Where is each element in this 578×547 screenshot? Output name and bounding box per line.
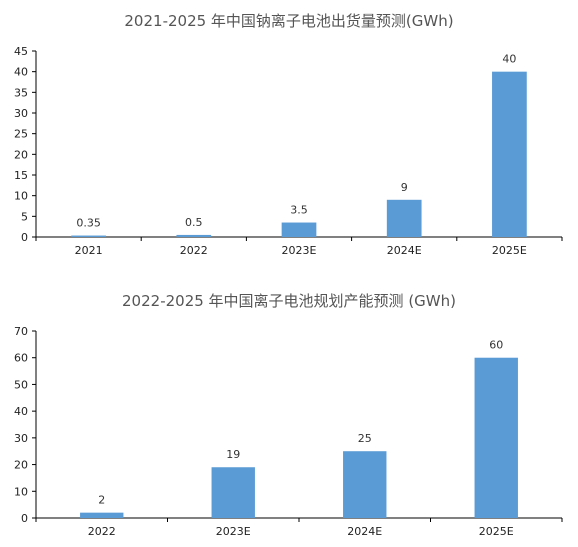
data-label: 3.5 <box>290 204 308 217</box>
x-tick-label: 2021 <box>75 244 103 257</box>
y-tick-label: 15 <box>14 169 28 182</box>
data-label: 2 <box>98 494 105 507</box>
y-tick-label: 25 <box>14 128 28 141</box>
bar <box>176 234 212 237</box>
y-tick-label: 30 <box>14 107 28 120</box>
data-label: 9 <box>401 181 408 194</box>
x-tick-label: 2025E <box>479 525 514 538</box>
data-label: 0.35 <box>76 217 101 230</box>
data-label: 19 <box>226 448 240 461</box>
chart-title: 2021-2025 年中国钠离子电池出货量预测(GWh) <box>124 12 454 30</box>
y-tick-label: 40 <box>14 405 28 418</box>
data-label: 60 <box>489 339 503 352</box>
bar <box>71 235 106 237</box>
x-tick-label: 2025E <box>492 244 527 257</box>
y-tick-label: 10 <box>14 190 28 203</box>
capacity-forecast-chart: 2022-2025 年中国离子电池规划产能预测 (GWh) 0 10 20 30 40 5… <box>0 280 578 547</box>
bar <box>211 467 255 518</box>
bar-chart-svg: 0 5 10 15 20 25 30 35 40 45 0.35 2021 0.5 2022 3.5 2023… <box>14 45 563 257</box>
y-tick-label: 35 <box>14 86 28 99</box>
y-tick-label: 0 <box>21 231 28 244</box>
x-tick-label: 2023E <box>282 244 317 257</box>
y-tick-label: 40 <box>14 66 28 79</box>
bar <box>474 357 518 518</box>
bar <box>281 222 317 237</box>
bar <box>492 71 527 238</box>
y-tick-label: 10 <box>14 485 28 498</box>
y-tick-label: 5 <box>21 210 28 223</box>
sodium-shipment-chart: 2021-2025 年中国钠离子电池出货量预测(GWh) 0 5 10 15 20 25 3… <box>0 0 578 270</box>
data-label: 40 <box>502 53 516 66</box>
data-label: 25 <box>358 432 372 445</box>
y-tick-label: 30 <box>14 432 28 445</box>
x-tick-label: 2022 <box>88 525 116 538</box>
bar <box>343 451 387 518</box>
y-tick-label: 20 <box>14 459 28 472</box>
y-tick-label: 45 <box>14 45 28 58</box>
y-tick-label: 0 <box>21 512 28 525</box>
bar <box>386 199 422 237</box>
data-label: 0.5 <box>185 216 203 229</box>
x-tick-label: 2023E <box>216 525 251 538</box>
y-tick-label: 70 <box>14 325 28 338</box>
x-tick-label: 2024E <box>347 525 382 538</box>
chart-title: 2022-2025 年中国离子电池规划产能预测 (GWh) <box>122 292 456 310</box>
y-tick-label: 50 <box>14 378 28 391</box>
y-tick-label: 60 <box>14 352 28 365</box>
x-tick-label: 2022 <box>180 244 208 257</box>
y-tick-label: 20 <box>14 148 28 161</box>
bar-chart-svg: 0 10 20 30 40 50 60 70 2 2022 19 2023E 25 2024E 60 2025… <box>14 325 563 538</box>
x-tick-label: 2024E <box>387 244 422 257</box>
bar <box>80 512 124 518</box>
